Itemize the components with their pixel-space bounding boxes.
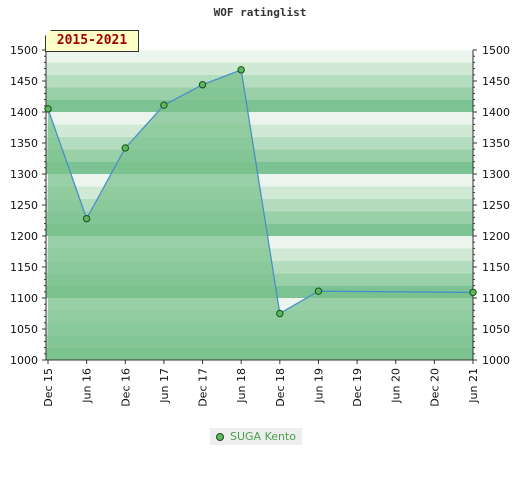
data-point bbox=[276, 309, 284, 318]
x-tick-label: Dec 18 bbox=[274, 368, 287, 407]
legend-label: SUGA Kento bbox=[230, 430, 297, 443]
x-tick-label: Dec 20 bbox=[428, 368, 441, 407]
y-tick-label-left: 1450 bbox=[10, 75, 38, 88]
y-tick-label-left: 1150 bbox=[10, 261, 38, 274]
y-tick-label-left: 1500 bbox=[10, 44, 38, 57]
x-tick-label: Dec 16 bbox=[119, 368, 132, 407]
band-stripe bbox=[46, 74, 473, 88]
rating-points bbox=[44, 66, 477, 318]
x-tick-label: Dec 19 bbox=[351, 368, 364, 407]
band-stripe bbox=[46, 62, 473, 75]
chart-title: WOF ratinglist bbox=[213, 6, 307, 19]
x-tick-label: Jun 20 bbox=[390, 368, 403, 404]
y-tick-label-left: 1250 bbox=[10, 199, 38, 212]
data-point bbox=[121, 144, 129, 152]
x-tick-label: Dec 15 bbox=[42, 368, 55, 407]
data-point bbox=[82, 214, 91, 223]
y-tick-label-left: 1100 bbox=[10, 292, 38, 305]
x-tick-label: Jun 18 bbox=[235, 368, 248, 404]
x-tick-label: Jun 17 bbox=[158, 368, 171, 404]
y-tick-label-left: 1300 bbox=[10, 168, 38, 181]
y-tick-label-right: 1450 bbox=[482, 75, 510, 88]
data-point bbox=[198, 81, 207, 89]
axes: 1000 1000 1050 1050 1100 1100 1150 1150 1200 1200… bbox=[10, 44, 510, 407]
x-tick-label: Jun 21 bbox=[467, 368, 480, 404]
data-point bbox=[314, 287, 323, 295]
band-stripe bbox=[46, 99, 473, 112]
band-stripe bbox=[46, 149, 473, 162]
y-tick-label-right: 1000 bbox=[482, 354, 510, 367]
y-tick-label-left: 1050 bbox=[10, 323, 38, 336]
y-tick-label-left: 1000 bbox=[10, 354, 38, 367]
y-tick-label-right: 1050 bbox=[482, 323, 510, 336]
range-badge: 2015-2021 bbox=[45, 30, 139, 52]
y-tick-label-left: 1400 bbox=[10, 106, 38, 119]
band-stripe bbox=[46, 50, 473, 63]
y-tick-label-right: 1300 bbox=[482, 168, 510, 181]
band-stripe bbox=[46, 87, 473, 100]
band-stripe bbox=[46, 136, 473, 150]
y-tick-label-right: 1500 bbox=[482, 44, 510, 57]
series-area bbox=[48, 69, 473, 360]
data-point bbox=[160, 101, 168, 109]
band-stripe bbox=[46, 124, 473, 137]
data-point bbox=[44, 105, 52, 113]
x-tick-label: Jun 19 bbox=[312, 368, 325, 404]
x-tick-label: Dec 17 bbox=[197, 368, 210, 407]
band-stripe bbox=[46, 161, 473, 174]
data-point bbox=[237, 66, 245, 74]
y-tick-label-right: 1100 bbox=[482, 292, 510, 305]
x-tick-label: Jun 16 bbox=[81, 368, 94, 404]
band-stripe bbox=[46, 112, 473, 125]
y-tick-label-right: 1250 bbox=[482, 199, 510, 212]
legend-marker-icon bbox=[216, 432, 224, 441]
y-tick-label-right: 1350 bbox=[482, 137, 510, 150]
y-tick-label-left: 1350 bbox=[10, 137, 38, 150]
y-tick-label-right: 1400 bbox=[482, 106, 510, 119]
data-point bbox=[469, 288, 477, 297]
y-tick-label-right: 1200 bbox=[482, 230, 510, 243]
legend: SUGA Kento bbox=[210, 428, 303, 445]
y-tick-label-left: 1200 bbox=[10, 230, 38, 243]
y-tick-label-right: 1150 bbox=[482, 261, 510, 274]
